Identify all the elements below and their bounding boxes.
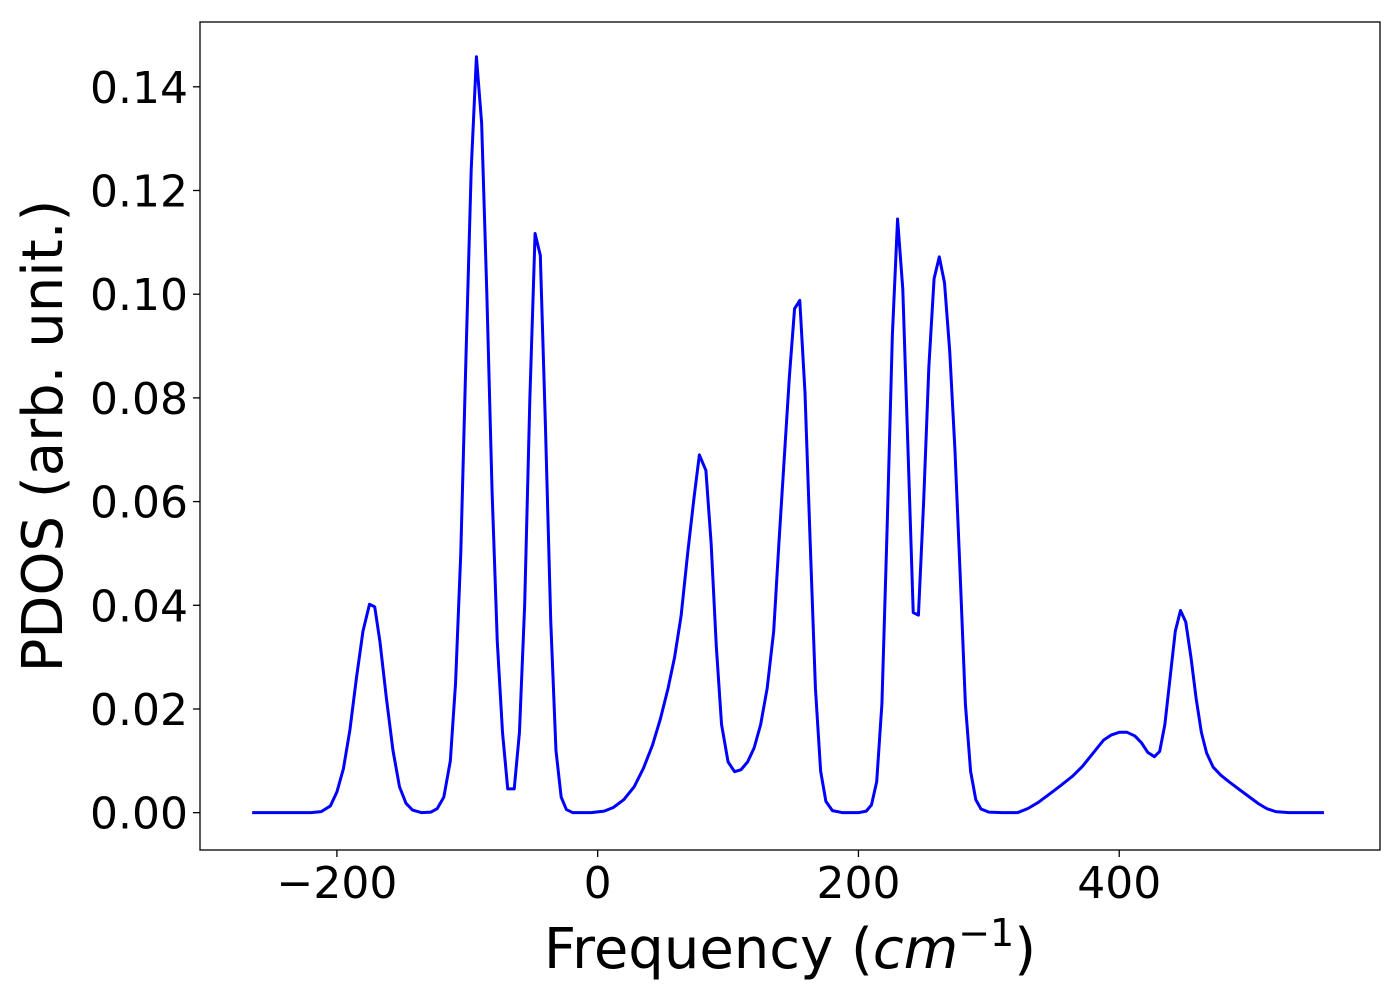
x-axis-ticks: −200 0 200 400 [276,850,1161,909]
y-tick-label: 0.14 [90,63,188,114]
y-tick-label: 0.02 [90,685,188,736]
x-tick-label: −200 [276,858,397,909]
x-tick-label: 0 [584,858,612,909]
y-axis-ticks: 0.00 0.02 0.04 0.06 0.08 0.10 0.12 0.14 [90,63,200,840]
plot-frame [199,21,1381,851]
y-axis-label: PDOS (arb. unit.) [11,200,76,673]
y-tick-label: 0.08 [90,374,188,425]
x-tick-label: 200 [816,858,900,909]
y-tick-label: 0.12 [90,167,188,218]
series-line-0 [252,55,1324,815]
x-axis-label-exponent: −1 [958,911,1014,955]
y-tick-label: 0.00 [90,789,188,840]
y-tick-label: 0.10 [90,270,188,321]
x-tick-label: 400 [1077,858,1161,909]
plot-area [252,55,1324,815]
y-tick-label: 0.06 [90,478,188,529]
y-tick-label: 0.04 [90,581,188,632]
x-axis-label-text: Frequency [544,917,833,982]
x-axis-label-unit: cm [873,917,958,982]
x-axis-label: Frequency (cm−1) [544,911,1036,982]
